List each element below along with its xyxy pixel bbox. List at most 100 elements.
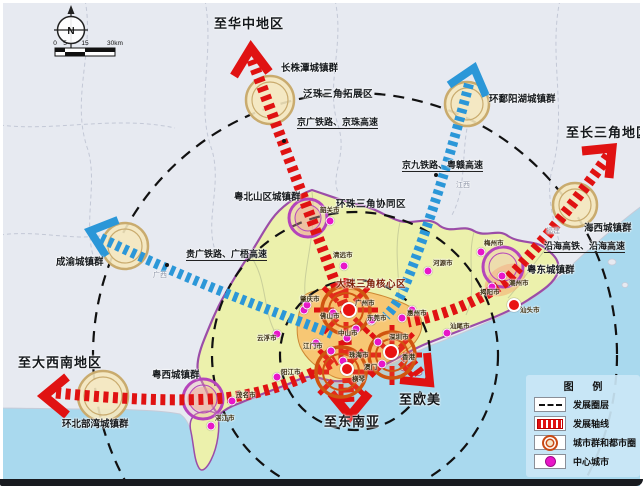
compass-n-label: N: [67, 26, 74, 37]
development-axes-blue: [98, 82, 474, 339]
legend-row-development-ring: 发展圈层: [534, 397, 640, 412]
legend-row-city-cluster: 城市群和都市圈: [534, 434, 640, 451]
city-label-dongguan: 东莞市: [367, 315, 387, 322]
major-city-dot-guangzhou: [341, 302, 357, 318]
city-dot: [351, 324, 361, 334]
arrow-guiguang: [84, 216, 120, 259]
major-city-dot-shenzhen-hongkong: [383, 344, 399, 360]
major-city-dot-shantou: [507, 298, 521, 312]
label-corridor-jingjiu: 京九铁路、粤赣高速: [402, 160, 484, 172]
label-zone-fanzhusanjiao: 泛珠三角拓展区: [303, 89, 374, 100]
city-cluster-symbol: [534, 434, 566, 451]
development-axis-symbol: [534, 416, 566, 431]
label-region-fujian: 福建: [546, 228, 560, 235]
label-cluster-huanpoyanghu: 环鄱阳湖城镇群: [489, 94, 556, 105]
legend-title: 图 例: [563, 382, 611, 393]
arrow-to-dongnanya: [327, 390, 373, 424]
city-dot-yunfu: [272, 329, 282, 339]
label-cluster-chengyu: 成渝城镇群: [56, 257, 104, 268]
city-dot-huizhou: [397, 313, 407, 323]
city-label-heyuan: 河源市: [433, 260, 453, 267]
legend: 图 例 发展圈层 发展轴线 城市群和都市圈 中心城市: [526, 375, 640, 477]
cluster-changzhutan: [244, 74, 296, 126]
legend-row-development-axis: 发展轴线: [534, 416, 640, 431]
city-dot-jiangmen: [311, 338, 321, 348]
ring-collaboration: [210, 210, 500, 486]
city-dot: [326, 346, 336, 356]
city-dot: [302, 300, 312, 310]
scale-tick-15: 15: [81, 40, 89, 47]
scale-bar: 0 5 15 30km: [53, 40, 123, 57]
city-dot-qingyuan: [339, 261, 349, 271]
legend-label-city-cluster: 城市群和都市圈: [573, 438, 637, 448]
city-label-zhanjiang: 湛江市: [215, 415, 235, 422]
city-dot-heyuan: [423, 266, 433, 276]
city-label-maoming: 茂名市: [236, 392, 256, 399]
city-label-qingyuan: 清远市: [333, 252, 353, 259]
axis-coastal-northeast: [406, 152, 613, 328]
city-dot: [407, 305, 417, 315]
city-label-hongkong: 香港: [402, 354, 415, 361]
city-dot: [367, 315, 377, 325]
label-region-guangxi: 广西: [153, 272, 167, 279]
city-label-zhongshan: 中山市: [338, 330, 358, 337]
city-label-shantou: 汕头市: [520, 307, 540, 314]
development-ring-symbol: [534, 397, 566, 412]
city-label-jiangmen: 江门市: [303, 343, 323, 350]
label-corridor-guiguang: 贵广铁路、广梧高速: [186, 249, 268, 261]
legend-label-development-axis: 发展轴线: [573, 419, 610, 429]
label-cluster-yuexi: 粤西城镇群: [152, 370, 200, 381]
city-dot-meizhou: [476, 247, 486, 257]
city-dot-shanwei: [442, 328, 452, 338]
legend-row-central-city: 中心城市: [534, 454, 640, 469]
city-label-shenzhen: 深圳市: [389, 334, 409, 341]
arrow-jingjiu: [446, 61, 490, 98]
label-cluster-huanbeibuwan: 环北部湾城镇群: [62, 419, 129, 430]
city-dot-maoming: [227, 396, 237, 406]
label-region-jiangxi: 江西: [456, 182, 470, 189]
axis-arrows: [36, 39, 618, 424]
city-label-foshan: 佛山市: [320, 313, 340, 320]
faint-province-borders: [0, 0, 561, 263]
label-to-oumei: 至欧美: [399, 392, 442, 407]
city-label-macau: 澳门: [364, 364, 377, 371]
city-dot-foshan: [328, 308, 338, 318]
ring-expansion: [91, 91, 619, 486]
city-cluster-circles-yellow: [76, 74, 599, 423]
city-label-shaoguan: 韶关市: [320, 207, 340, 214]
city-label-yangjiang: 阳江市: [281, 369, 301, 376]
city-dot-zhanjiang: [206, 421, 216, 431]
label-to-huazhong: 至华中地区: [214, 16, 285, 31]
label-cluster-haixi: 海西城镇群: [584, 223, 632, 234]
city-label-shanwei: 汕尾市: [450, 323, 470, 330]
label-to-daxinan: 至大西南地区: [18, 355, 103, 370]
double-ring-circle-icon: [542, 434, 558, 451]
arrow-to-oumei: [399, 352, 435, 388]
city-dot: [377, 359, 387, 369]
compass-icon: N: [54, 5, 88, 52]
city-dot-jieyang: [487, 282, 497, 292]
city-label-zhaoqing: 肇庆市: [300, 296, 320, 303]
scale-tick-5: 5: [63, 40, 67, 47]
red-hatched-band-icon: [537, 418, 563, 429]
city-label-huizhou: 惠州市: [407, 310, 427, 317]
scale-tick-30: 30km: [107, 40, 123, 47]
city-label-chaozhou: 潮州市: [509, 280, 529, 287]
city-label-meizhou: 梅州市: [484, 240, 504, 247]
city-dot: [373, 337, 383, 347]
city-label-hengqin: 横琴: [352, 376, 365, 383]
legend-label-development-ring: 发展圈层: [573, 400, 610, 410]
axis-jingguang: [246, 58, 352, 314]
axis-europe-america: [394, 344, 425, 378]
city-label-zhuhai: 珠海市: [349, 352, 369, 359]
arrow-to-daxinan: [36, 373, 70, 419]
central-city-symbol: [534, 454, 566, 469]
axis-jingjiu: [382, 82, 474, 320]
city-label-guangzhou: 广州市: [355, 300, 375, 307]
city-label-jieyang: 揭阳市: [480, 289, 500, 296]
bottom-border: [0, 479, 643, 486]
city-dot-shaoguan: [325, 216, 335, 226]
label-to-changsanjiao: 至长三角地区: [566, 125, 643, 140]
